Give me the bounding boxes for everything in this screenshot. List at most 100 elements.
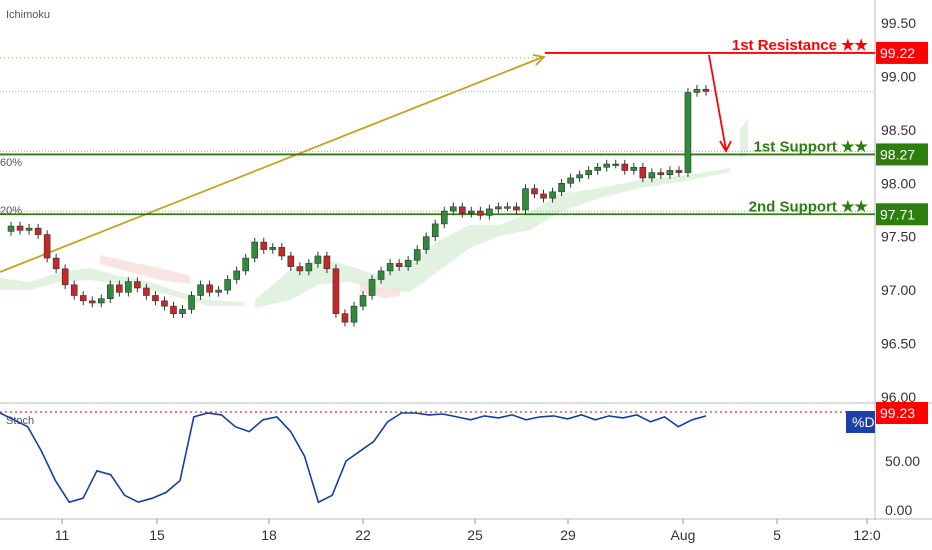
time-tick-label: 11 (55, 527, 70, 543)
candle-body (558, 182, 565, 193)
candle-body (305, 263, 313, 272)
fib-label-20: 20% (0, 205, 22, 217)
candle-body (125, 281, 132, 293)
candle-body (242, 257, 249, 272)
candle-body (16, 225, 24, 231)
candle-body (134, 281, 141, 289)
candle-body (70, 284, 78, 296)
candle-body (395, 263, 403, 267)
level-price-text-1: 98.27 (880, 146, 915, 162)
price-tick-label: 98.00 (881, 175, 916, 191)
price-tick-label: 99.50 (881, 15, 916, 31)
level-price-tag-1 (876, 143, 928, 166)
candle-body (188, 295, 195, 310)
candle-body (79, 295, 87, 302)
candle-body (594, 166, 601, 171)
candle-body (612, 163, 620, 166)
candle-body (603, 163, 611, 168)
candle-body (314, 255, 322, 264)
candle-body (540, 193, 547, 199)
candle-body (404, 259, 412, 267)
candle-body (693, 88, 701, 93)
level-price-text-0: 99.22 (880, 45, 915, 61)
time-tick-label: 12:0 (853, 527, 880, 543)
candle-body (350, 305, 358, 323)
time-tick-label: 25 (467, 527, 483, 543)
candle-body (25, 227, 33, 231)
level-label-2: 2nd Support ★★ (749, 198, 869, 215)
candle-body (413, 249, 421, 261)
candle-body (377, 270, 385, 280)
stoch-tick-label: 0.00 (885, 502, 912, 518)
candle-body (477, 210, 484, 216)
projection-arrow-head (719, 140, 732, 153)
candle-body (52, 257, 60, 270)
stoch-value-text: 99.23 (880, 405, 915, 421)
candle-body (549, 191, 556, 199)
candle-body (386, 263, 394, 272)
candle-body (468, 210, 475, 214)
candle-body (576, 174, 583, 179)
candle-body (323, 255, 331, 270)
candle-body (233, 270, 240, 280)
candle-body (486, 208, 493, 216)
time-tick-label: 22 (355, 527, 371, 543)
candle-body (341, 313, 349, 323)
candle-body (440, 210, 448, 225)
candle-body (224, 279, 231, 291)
time-tick-label: Aug (671, 527, 696, 543)
candle-body (296, 266, 304, 272)
candle-body (666, 170, 674, 176)
candle-body (43, 234, 51, 259)
candle-body (88, 300, 96, 304)
candle-body (621, 163, 629, 171)
stoch-value-tag (876, 402, 928, 424)
price-tick-label: 97.50 (881, 229, 916, 245)
candle-body (215, 289, 222, 293)
candle-body (197, 284, 204, 296)
candle-body (161, 300, 168, 307)
candle-body (422, 236, 430, 250)
level-price-text-2: 97.71 (880, 206, 915, 222)
stoch-tag-box[interactable] (846, 411, 875, 433)
candle-body (702, 88, 710, 92)
stoch-label: Stoch (6, 415, 34, 427)
candle-body (657, 172, 665, 176)
candle-body (449, 206, 457, 212)
candle-body (34, 227, 42, 235)
candle-body (648, 172, 656, 179)
candle-body (513, 206, 520, 211)
candle-body (522, 188, 529, 211)
candle-body (97, 298, 105, 304)
candle-body (7, 225, 15, 232)
candle-body (152, 295, 159, 302)
candle-body (287, 255, 295, 267)
price-tick-label: 98.50 (881, 122, 916, 138)
candle-body (260, 241, 268, 250)
candle-body (630, 166, 638, 171)
fib-label-60: 60% (0, 157, 22, 169)
candle-body (675, 170, 683, 173)
price-tick-label: 96.50 (881, 336, 916, 352)
candle-body (179, 309, 186, 314)
candle-body (531, 188, 538, 195)
candle-body (251, 241, 259, 259)
candle-body (170, 305, 177, 314)
candle-body (368, 279, 376, 296)
price-tick-label: 99.00 (881, 68, 916, 84)
time-tick-label: 15 (149, 527, 165, 543)
candle-body (585, 170, 592, 176)
candle-body (107, 284, 114, 299)
level-label-0: 1st Resistance ★★ (732, 37, 869, 54)
candle-body (332, 268, 340, 314)
level-price-tag-2 (876, 203, 928, 226)
candle-body (359, 295, 367, 307)
time-tick-label: 18 (261, 527, 277, 543)
time-tick-label: 5 (773, 527, 781, 543)
trend-arrow-head (532, 54, 546, 66)
projection-arrow (708, 54, 727, 151)
candle-body (504, 206, 511, 209)
candle-body (459, 206, 466, 214)
